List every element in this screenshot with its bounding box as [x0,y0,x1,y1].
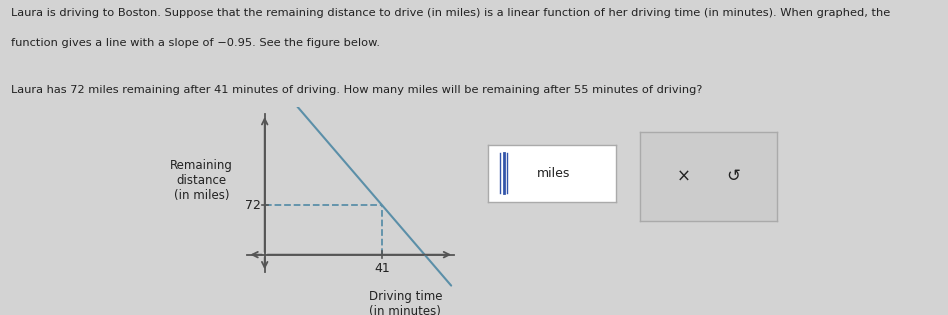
Text: Driving time
(in minutes): Driving time (in minutes) [369,290,442,315]
Text: Laura is driving to Boston. Suppose that the remaining distance to drive (in mil: Laura is driving to Boston. Suppose that… [11,8,890,18]
Text: 72: 72 [245,199,261,212]
Text: ×: × [677,167,691,186]
Text: ↺: ↺ [726,167,740,186]
Text: Remaining
distance
(in miles): Remaining distance (in miles) [170,159,233,202]
Text: function gives a line with a slope of −0.95. See the figure below.: function gives a line with a slope of −0… [11,38,380,48]
Text: Laura has 72 miles remaining after 41 minutes of driving. How many miles will be: Laura has 72 miles remaining after 41 mi… [11,85,702,95]
Text: miles: miles [537,167,571,180]
Text: 41: 41 [374,262,391,275]
